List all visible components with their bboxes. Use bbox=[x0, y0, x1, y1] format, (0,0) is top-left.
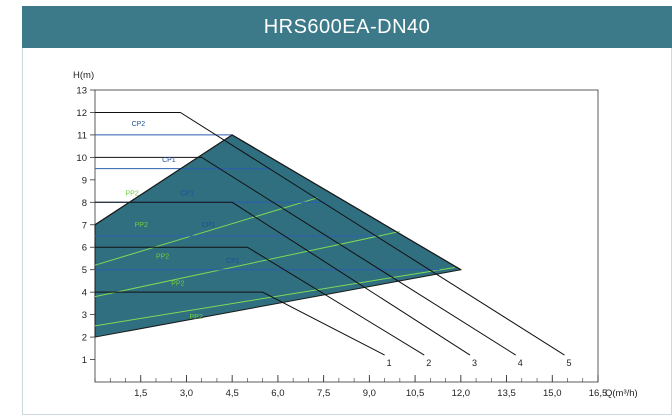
speed-curve-5 bbox=[95, 111, 565, 356]
chart-title-bar: HRS600EA-DN40 bbox=[22, 6, 672, 48]
cp-inline-label-2: CP1 bbox=[162, 157, 176, 164]
y-tick-label-13: 13 bbox=[76, 86, 87, 97]
speed-curve-4 bbox=[95, 156, 516, 356]
chart-panel: 1 2 3 4 5 CP2 CP1 PP2 CP1 PP2 CP1 PP2 CP1 PP2 PP2 1 2 3 4 5… bbox=[22, 48, 672, 415]
x-tick-label-2: 3,0 bbox=[180, 388, 193, 399]
x-tick-label-6: 9,0 bbox=[363, 388, 376, 399]
x-tick-label-5: 7,5 bbox=[317, 388, 330, 399]
pp-curve-2 bbox=[94, 231, 400, 298]
speed-curve-label-5: 5 bbox=[566, 358, 571, 368]
speed-curve-label-1: 1 bbox=[387, 358, 392, 368]
y-tick-label-5: 5 bbox=[82, 265, 87, 276]
x-tick-label-11: 16,5 bbox=[589, 388, 608, 399]
pp-inline-label-3: PP2 bbox=[125, 191, 138, 198]
y-tick-label-11: 11 bbox=[77, 130, 87, 141]
speed-curve-3 bbox=[95, 201, 471, 356]
cp-inline-label-4: CP1 bbox=[180, 191, 194, 198]
pp-inline-label-10: PP2 bbox=[190, 314, 203, 321]
y-tick-label-7: 7 bbox=[82, 220, 87, 231]
cp-inline-label-8: CP1 bbox=[226, 258, 240, 265]
y-tick-label-4: 4 bbox=[82, 288, 87, 299]
cp-inline-label-6: CP1 bbox=[202, 222, 216, 229]
y-axis-title: H(m) bbox=[73, 70, 94, 81]
y-tick-label-10: 10 bbox=[76, 153, 87, 164]
pp-curve-3 bbox=[94, 266, 455, 327]
y-tick-label-9: 9 bbox=[82, 175, 87, 186]
speed-curve-2 bbox=[95, 246, 425, 356]
x-tick-label-10: 15,0 bbox=[543, 388, 562, 399]
speed-curve-label-3: 3 bbox=[472, 358, 477, 368]
y-tick-label-6: 6 bbox=[82, 243, 87, 254]
x-tick-label-1: 1,5 bbox=[134, 388, 147, 399]
pp-inline-label-5: PP2 bbox=[135, 222, 148, 229]
y-tick-label-8: 8 bbox=[82, 198, 87, 209]
pp-inline-label-9: PP2 bbox=[171, 280, 184, 287]
pp-inline-label-7: PP2 bbox=[156, 253, 169, 260]
x-tick-label-9: 13,5 bbox=[497, 388, 515, 399]
x-tick-label-8: 12,0 bbox=[452, 388, 471, 399]
x-axis-title: Q(m³/h) bbox=[605, 388, 638, 399]
speed-curve-1 bbox=[95, 291, 385, 356]
region-upper-edge bbox=[94, 134, 462, 271]
chart-title: HRS600EA-DN40 bbox=[263, 15, 431, 38]
speed-curve-label-4: 4 bbox=[518, 358, 523, 368]
x-tick-label-4: 6,0 bbox=[271, 388, 284, 399]
pp-curve-1 bbox=[94, 197, 318, 266]
y-tick-label-1: 1 bbox=[82, 355, 87, 366]
cp-inline-label-1: CP2 bbox=[132, 121, 146, 128]
y-tick-label-3: 3 bbox=[82, 310, 87, 321]
y-tick-label-12: 12 bbox=[76, 108, 87, 119]
y-tick-label-2: 2 bbox=[82, 333, 87, 344]
speed-curve-label-2: 2 bbox=[426, 358, 431, 368]
x-tick-label-7: 10,5 bbox=[406, 388, 425, 399]
x-tick-label-3: 4,5 bbox=[226, 388, 239, 399]
